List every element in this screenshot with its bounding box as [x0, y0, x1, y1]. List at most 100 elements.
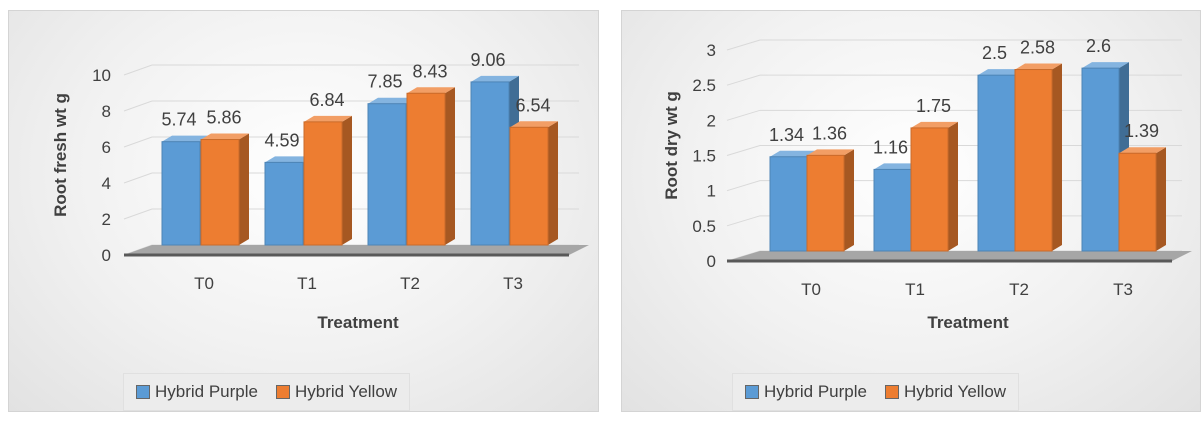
bar-top — [770, 150, 817, 157]
chart-floor — [727, 251, 1192, 261]
legend-swatch-yellow — [276, 385, 290, 399]
data-label: 5.74 — [161, 110, 196, 130]
chart-root-fresh-weight: 0 2 4 6 8 10 5.74 5.86 4.59 6.84 7.85 8.43 9.06 6.54 T… — [51, 50, 589, 332]
y-tick-label: 0 — [707, 252, 716, 271]
y-tick-label: 2.5 — [692, 76, 716, 95]
y-tick-label: 2 — [102, 210, 111, 229]
data-labels: 1.34 1.36 1.16 1.75 2.5 2.58 2.6 1.39 — [769, 36, 1159, 157]
data-label: 1.34 — [769, 125, 804, 145]
bar — [367, 103, 407, 246]
bar-top — [407, 87, 455, 94]
bar-side — [948, 121, 958, 252]
x-tick-label: T2 — [1009, 280, 1029, 299]
data-label: 8.43 — [412, 61, 447, 81]
legend-swatch-yellow — [885, 385, 899, 399]
y-tick-label: 0.5 — [692, 217, 716, 236]
y-tick-label: 6 — [102, 138, 111, 157]
bar-side — [844, 149, 854, 251]
y-tick-label: 1.5 — [692, 147, 716, 166]
bar-side — [1052, 63, 1062, 251]
bar — [910, 127, 949, 252]
x-tick-label: T3 — [503, 274, 523, 293]
legend: Hybrid Purple Hybrid Yellow — [732, 373, 1020, 411]
y-tick-label: 4 — [102, 174, 111, 193]
bar — [264, 161, 304, 246]
bar-top — [911, 121, 958, 128]
bar-top — [978, 69, 1025, 76]
y-tick-label: 2 — [707, 111, 716, 130]
legend-label: Hybrid Yellow — [904, 382, 1007, 401]
bar-top — [874, 163, 921, 170]
bars — [161, 75, 558, 246]
bar — [470, 81, 510, 246]
data-label: 1.75 — [916, 96, 951, 116]
legend-item-hybrid-purple: Hybrid Purple — [136, 382, 258, 402]
data-label: 6.84 — [309, 90, 344, 110]
y-tick-label: 0 — [102, 246, 111, 265]
x-tick-label: T3 — [1113, 280, 1133, 299]
data-label: 7.85 — [367, 72, 402, 92]
x-tick-label: T1 — [905, 280, 925, 299]
chart-panel-root-dry-weight: 0 0.5 1 1.5 2 2.5 3 1.34 1.36 1.16 1.75 2.5 2.58 2.6 1… — [621, 10, 1201, 412]
data-labels: 5.74 5.86 4.59 6.84 7.85 8.43 9.06 6.54 — [161, 50, 550, 150]
bar — [161, 141, 201, 246]
bar-T0-1 — [200, 133, 249, 246]
bar-T3-1 — [1118, 147, 1166, 252]
bar — [1081, 67, 1120, 252]
bar-T3-1 — [509, 121, 558, 246]
legend-label: Hybrid Purple — [764, 382, 867, 401]
bar-top — [162, 135, 210, 142]
bar-side — [445, 87, 455, 245]
bar-top — [471, 75, 519, 82]
bar-side — [1156, 147, 1166, 251]
bar — [406, 92, 446, 246]
gridline — [726, 39, 1182, 51]
data-label: 6.54 — [515, 95, 550, 115]
data-label: 1.36 — [812, 123, 847, 143]
bar-side — [342, 115, 352, 245]
data-label: 1.39 — [1124, 121, 1159, 141]
chart-panel-root-fresh-weight: 0 2 4 6 8 10 5.74 5.86 4.59 6.84 7.85 8.43 9.06 6.54 T… — [8, 10, 599, 412]
chart-floor — [124, 245, 589, 255]
bar-top — [1082, 62, 1129, 69]
y-tick-label: 3 — [707, 41, 716, 60]
x-tick-label: T0 — [801, 280, 821, 299]
legend-item-hybrid-yellow: Hybrid Yellow — [885, 382, 1006, 402]
y-axis-title: Root dry wt g — [662, 91, 681, 200]
gridline — [123, 64, 579, 76]
bar-T1-1 — [303, 115, 352, 246]
legend-item-hybrid-yellow: Hybrid Yellow — [276, 382, 397, 402]
bar-top — [304, 115, 352, 122]
legend-swatch-purple — [745, 385, 759, 399]
bar — [873, 168, 912, 252]
legend-item-hybrid-purple: Hybrid Purple — [745, 382, 867, 402]
bar-side — [239, 133, 249, 245]
data-label: 2.58 — [1020, 38, 1055, 58]
data-label: 2.6 — [1086, 36, 1111, 56]
x-tick-label: T1 — [297, 274, 317, 293]
data-label: 5.86 — [206, 108, 241, 128]
bar — [769, 156, 808, 252]
bar-T1-1 — [910, 121, 958, 252]
data-label: 1.16 — [873, 137, 908, 157]
y-tick-label: 8 — [102, 102, 111, 121]
bars — [769, 62, 1166, 252]
bar — [806, 154, 845, 252]
bar — [303, 121, 343, 246]
bar-T0-1 — [806, 149, 854, 252]
y-tick-label: 10 — [92, 66, 111, 85]
bar-top — [368, 97, 416, 104]
bar-T2-1 — [1014, 63, 1062, 252]
bar-top — [510, 121, 558, 128]
legend-label: Hybrid Purple — [155, 382, 258, 401]
x-tick-label: T2 — [400, 274, 420, 293]
bar — [1118, 152, 1157, 252]
x-axis-title: Treatment — [927, 313, 1009, 332]
x-axis-title: Treatment — [317, 313, 399, 332]
data-label: 4.59 — [264, 130, 299, 150]
y-tick-label: 1 — [707, 182, 716, 201]
legend: Hybrid Purple Hybrid Yellow — [123, 373, 411, 411]
bar-top — [807, 149, 854, 156]
bar-top — [1119, 147, 1166, 154]
bar-top — [265, 156, 313, 163]
